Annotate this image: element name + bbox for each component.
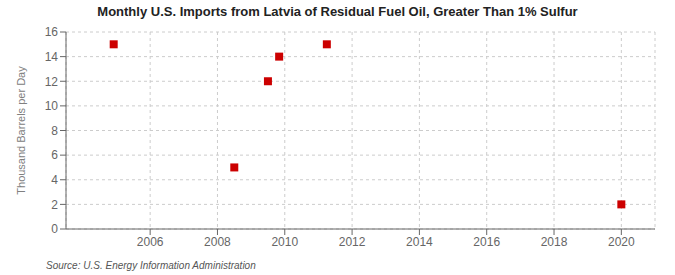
svg-text:12: 12 bbox=[45, 75, 59, 89]
svg-text:6: 6 bbox=[51, 148, 58, 162]
html-text:Source: U.S. Energy Informatio: Source: U.S. Energy Information Administ… bbox=[46, 260, 256, 271]
html-text:Monthly U.S. Imports from Latv: Monthly U.S. Imports from Latvia of Resi… bbox=[97, 4, 578, 19]
svg-text:2010: 2010 bbox=[271, 235, 298, 249]
svg-text:2006: 2006 bbox=[137, 235, 164, 249]
svg-text:10: 10 bbox=[45, 99, 59, 113]
svg-text:2018: 2018 bbox=[541, 235, 568, 249]
svg-text:16: 16 bbox=[45, 25, 59, 39]
svg-text:2016: 2016 bbox=[473, 235, 500, 249]
svg-text:2: 2 bbox=[51, 198, 58, 212]
svg-text:4: 4 bbox=[51, 173, 58, 187]
svg-text:2008: 2008 bbox=[204, 235, 231, 249]
svg-text:Thousand Barrels per Day: Thousand Barrels per Day bbox=[15, 66, 27, 195]
svg-text:2012: 2012 bbox=[339, 235, 366, 249]
svg-text:2014: 2014 bbox=[406, 235, 433, 249]
svg-text:8: 8 bbox=[51, 124, 58, 138]
svg-text:14: 14 bbox=[45, 50, 59, 64]
svg-text:0: 0 bbox=[51, 222, 58, 236]
svg-text:2020: 2020 bbox=[608, 235, 635, 249]
